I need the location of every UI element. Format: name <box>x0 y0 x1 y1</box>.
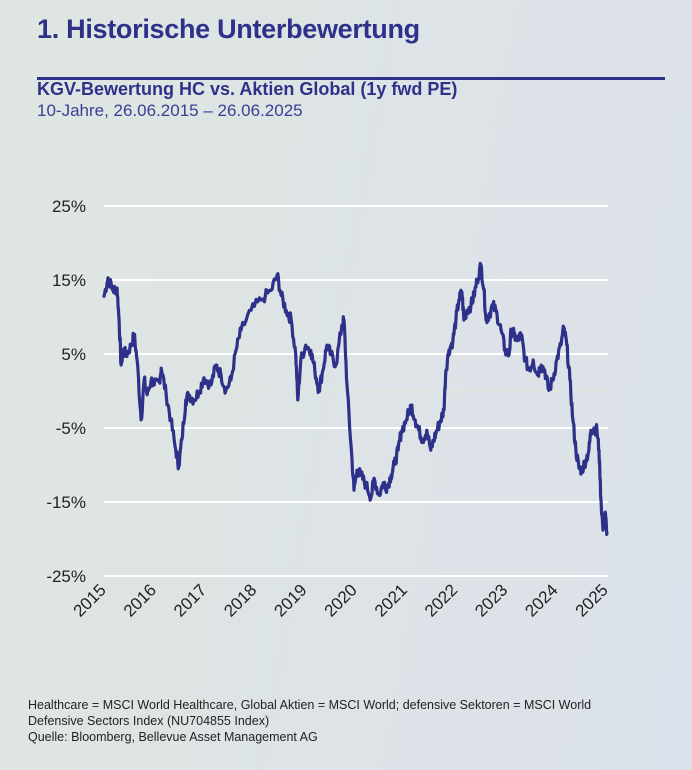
x-tick-label: 2015 <box>70 580 110 620</box>
chart-subtitle: KGV-Bewertung HC vs. Aktien Global (1y f… <box>37 79 458 99</box>
y-tick-label: 25% <box>52 197 86 216</box>
x-tick-label: 2020 <box>321 580 361 620</box>
y-tick-label: -5% <box>56 419 86 438</box>
footnote-line-2: Defensive Sectors Index (NU704855 Index) <box>28 714 270 728</box>
y-tick-label: 15% <box>52 271 86 290</box>
y-tick-label: -15% <box>46 493 86 512</box>
footnote-line-1: Healthcare = MSCI World Healthcare, Glob… <box>28 698 592 712</box>
chart-period: 10-Jahre, 26.06.2015 – 26.06.2025 <box>37 101 303 120</box>
footnote-source: Quelle: Bloomberg, Bellevue Asset Manage… <box>28 730 318 744</box>
footnote: Healthcare = MSCI World Healthcare, Glob… <box>28 697 591 745</box>
title-divider <box>37 77 665 80</box>
series-layer <box>102 261 609 536</box>
x-axis-ticks: 2015 2016 2017 2018 2019 2020 2021 2022 2023 2024… <box>70 580 612 620</box>
y-axis-ticks: 25% 15% 5% -5% -15% -25% <box>46 197 86 586</box>
x-tick-label: 2016 <box>120 580 160 620</box>
y-tick-label: 5% <box>61 345 86 364</box>
x-tick-label: 2022 <box>421 580 461 620</box>
series-line <box>102 261 609 536</box>
page-title: 1. Historische Unterbewertung <box>37 14 420 44</box>
x-tick-label: 2019 <box>270 580 310 620</box>
x-tick-label: 2024 <box>521 580 561 620</box>
x-tick-label: 2017 <box>170 580 210 620</box>
x-tick-label: 2025 <box>572 580 612 620</box>
x-tick-label: 2021 <box>371 580 411 620</box>
gridlines <box>104 205 608 577</box>
y-tick-label: -25% <box>46 567 86 586</box>
x-tick-label: 2023 <box>471 580 511 620</box>
x-tick-label: 2018 <box>220 580 260 620</box>
